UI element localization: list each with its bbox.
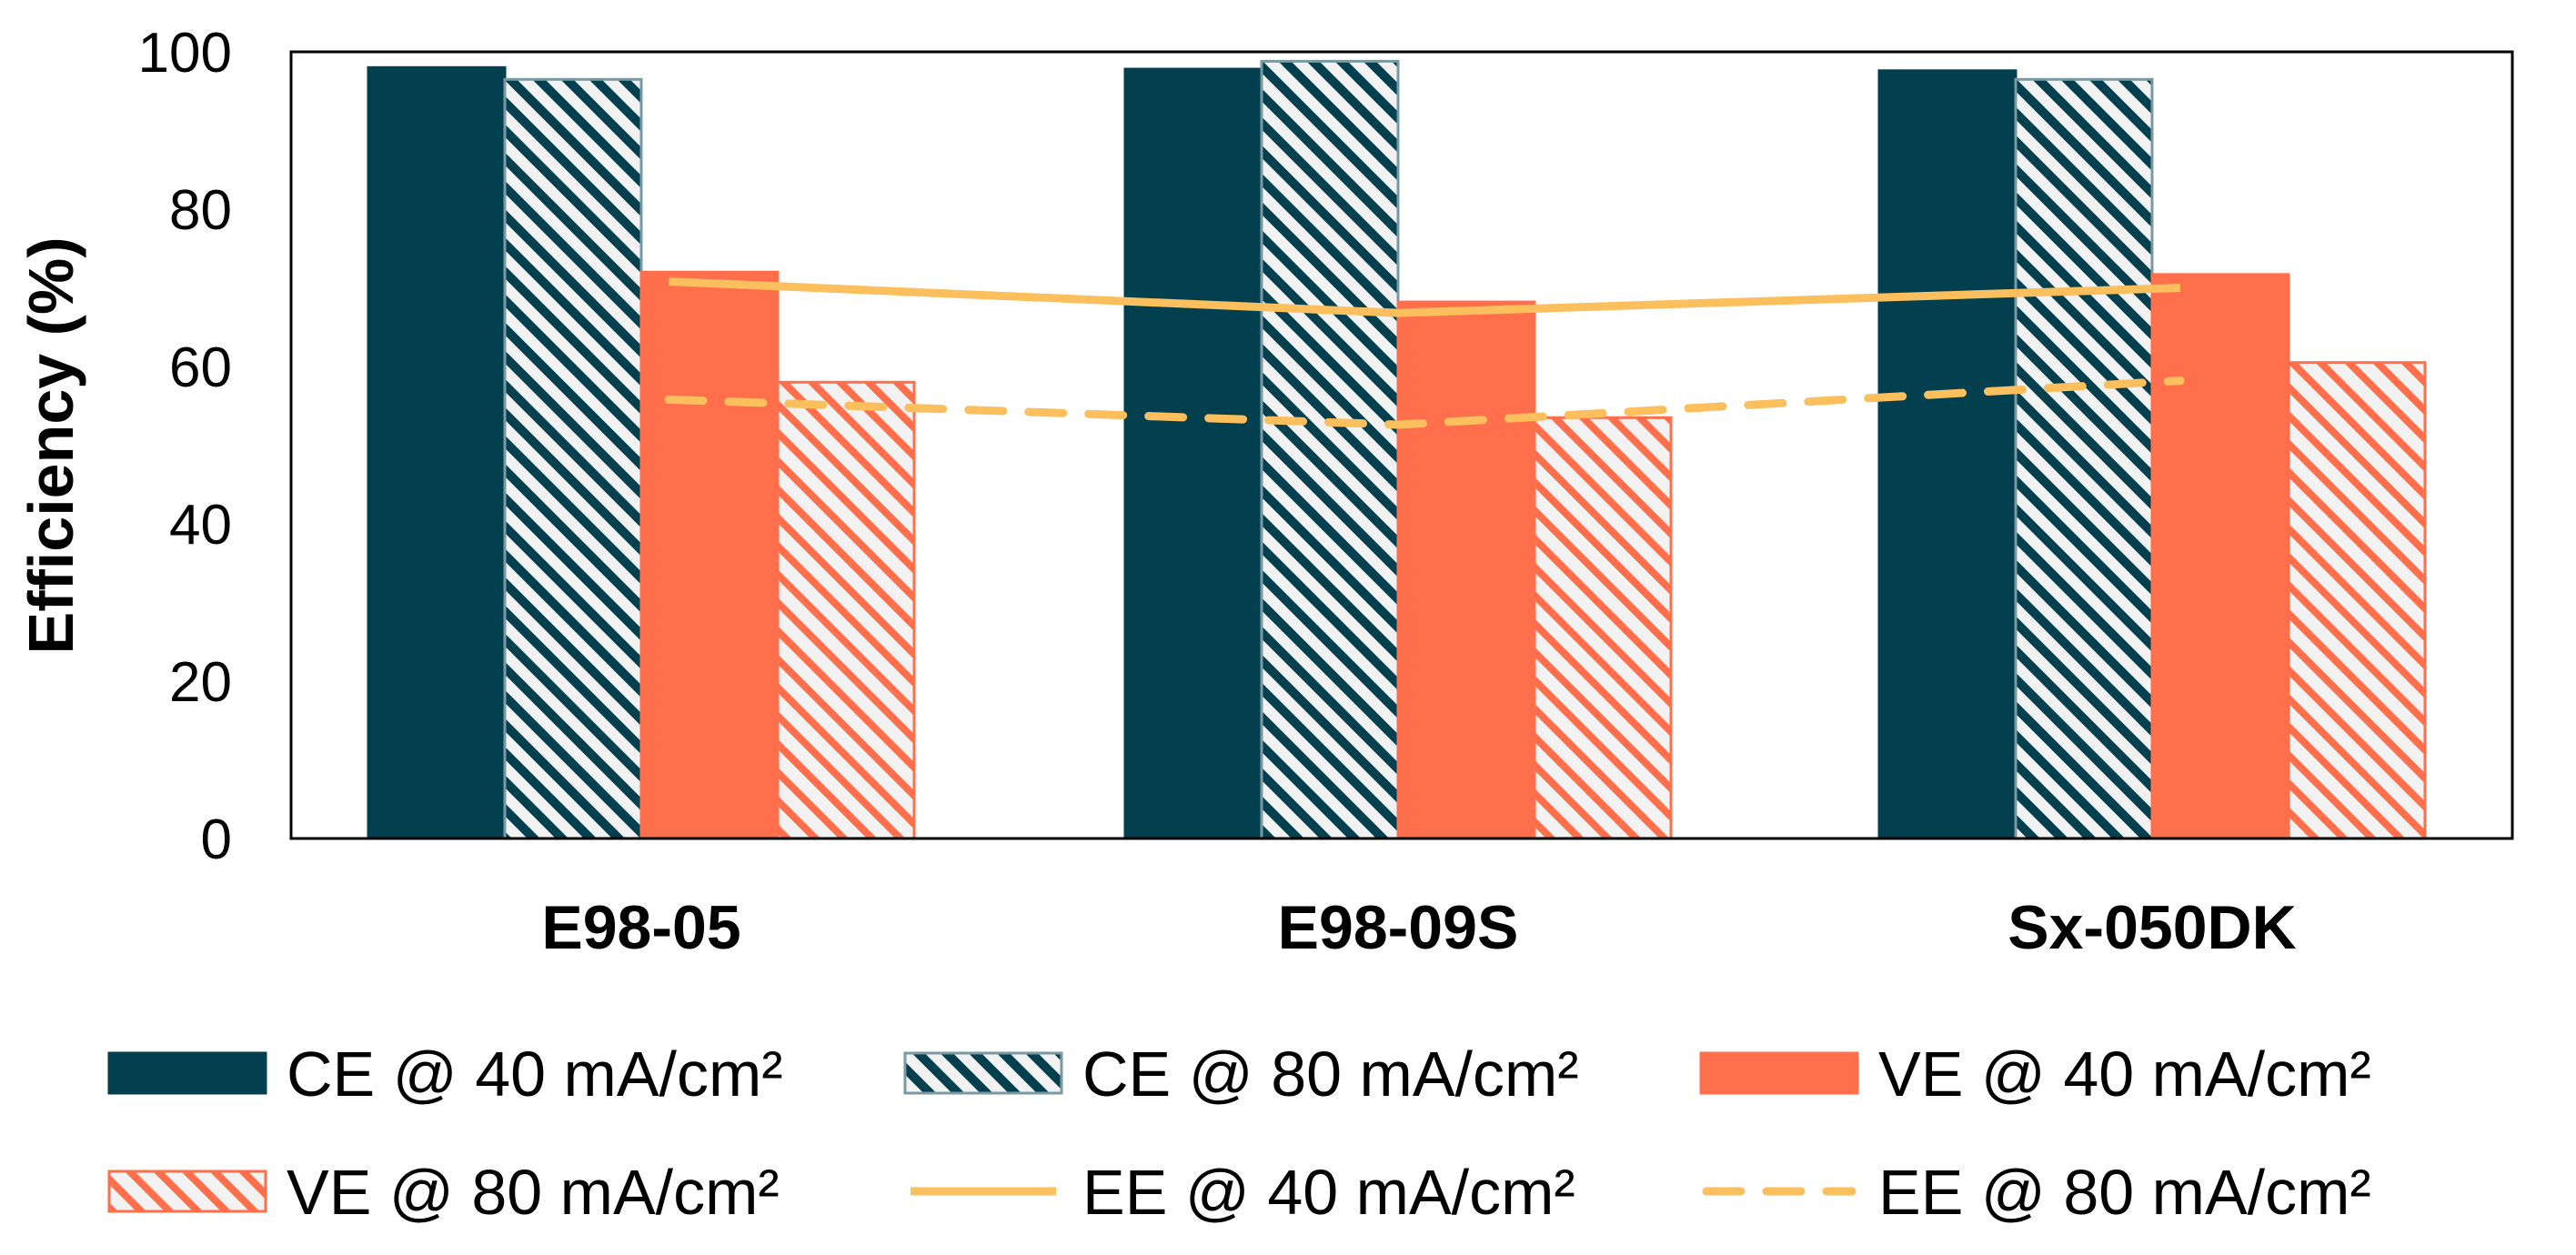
lines: [664, 277, 2185, 429]
bar-2-2: [1260, 59, 1400, 840]
line-series-1: [668, 277, 2181, 317]
legend-label-5: EE @ 40 mA/cm²: [1082, 1157, 1575, 1228]
legend-swatch-3: [1699, 1051, 1859, 1095]
y-tick-label: 100: [138, 22, 232, 85]
y-tick-label: 40: [169, 494, 232, 557]
bar-2-3: [2014, 77, 2154, 840]
bar-1-1: [367, 65, 507, 840]
y-tick-label: 20: [169, 651, 232, 714]
bar-4-1: [776, 380, 916, 840]
bar-3-2: [1396, 300, 1536, 840]
line-series-2: [664, 376, 2185, 429]
legend-swatch-4: [107, 1170, 267, 1213]
y-tick-label: 80: [169, 179, 232, 242]
y-axis-label: Efficiency (%): [15, 237, 86, 655]
legend: CE @ 40 mA/cm² CE @ 80 mA/cm² VE @ 40 mA/c…: [107, 1039, 2371, 1228]
y-axis-ticks: 0 20 40 60 80 100: [138, 22, 232, 871]
legend-label-3: VE @ 40 mA/cm²: [1878, 1039, 2371, 1109]
category-label: Sx-050DK: [2007, 893, 2297, 962]
bar-3-1: [639, 270, 780, 840]
legend-swatch-2: [903, 1051, 1063, 1095]
bar-4-2: [1533, 416, 1673, 840]
plot-frame: [289, 50, 2514, 840]
legend-label-2: CE @ 80 mA/cm²: [1082, 1039, 1579, 1109]
category-label: E98-09S: [1278, 893, 1519, 962]
bars: [367, 59, 2427, 840]
y-tick-label: 0: [201, 808, 232, 871]
legend-label-4: VE @ 80 mA/cm²: [287, 1157, 780, 1228]
category-labels: E98-05 E98-09S Sx-050DK: [541, 893, 2296, 962]
legend-label-6: EE @ 80 mA/cm²: [1878, 1157, 2371, 1228]
legend-label-1: CE @ 40 mA/cm²: [287, 1039, 783, 1109]
bar-3-3: [2150, 273, 2290, 840]
y-tick-label: 60: [169, 336, 232, 399]
bar-2-1: [503, 77, 643, 840]
legend-swatch-1: [107, 1051, 267, 1095]
bar-1-3: [1877, 69, 2018, 840]
bar-1-2: [1123, 67, 1263, 840]
category-label: E98-05: [541, 893, 740, 962]
bar-4-3: [2287, 361, 2427, 840]
